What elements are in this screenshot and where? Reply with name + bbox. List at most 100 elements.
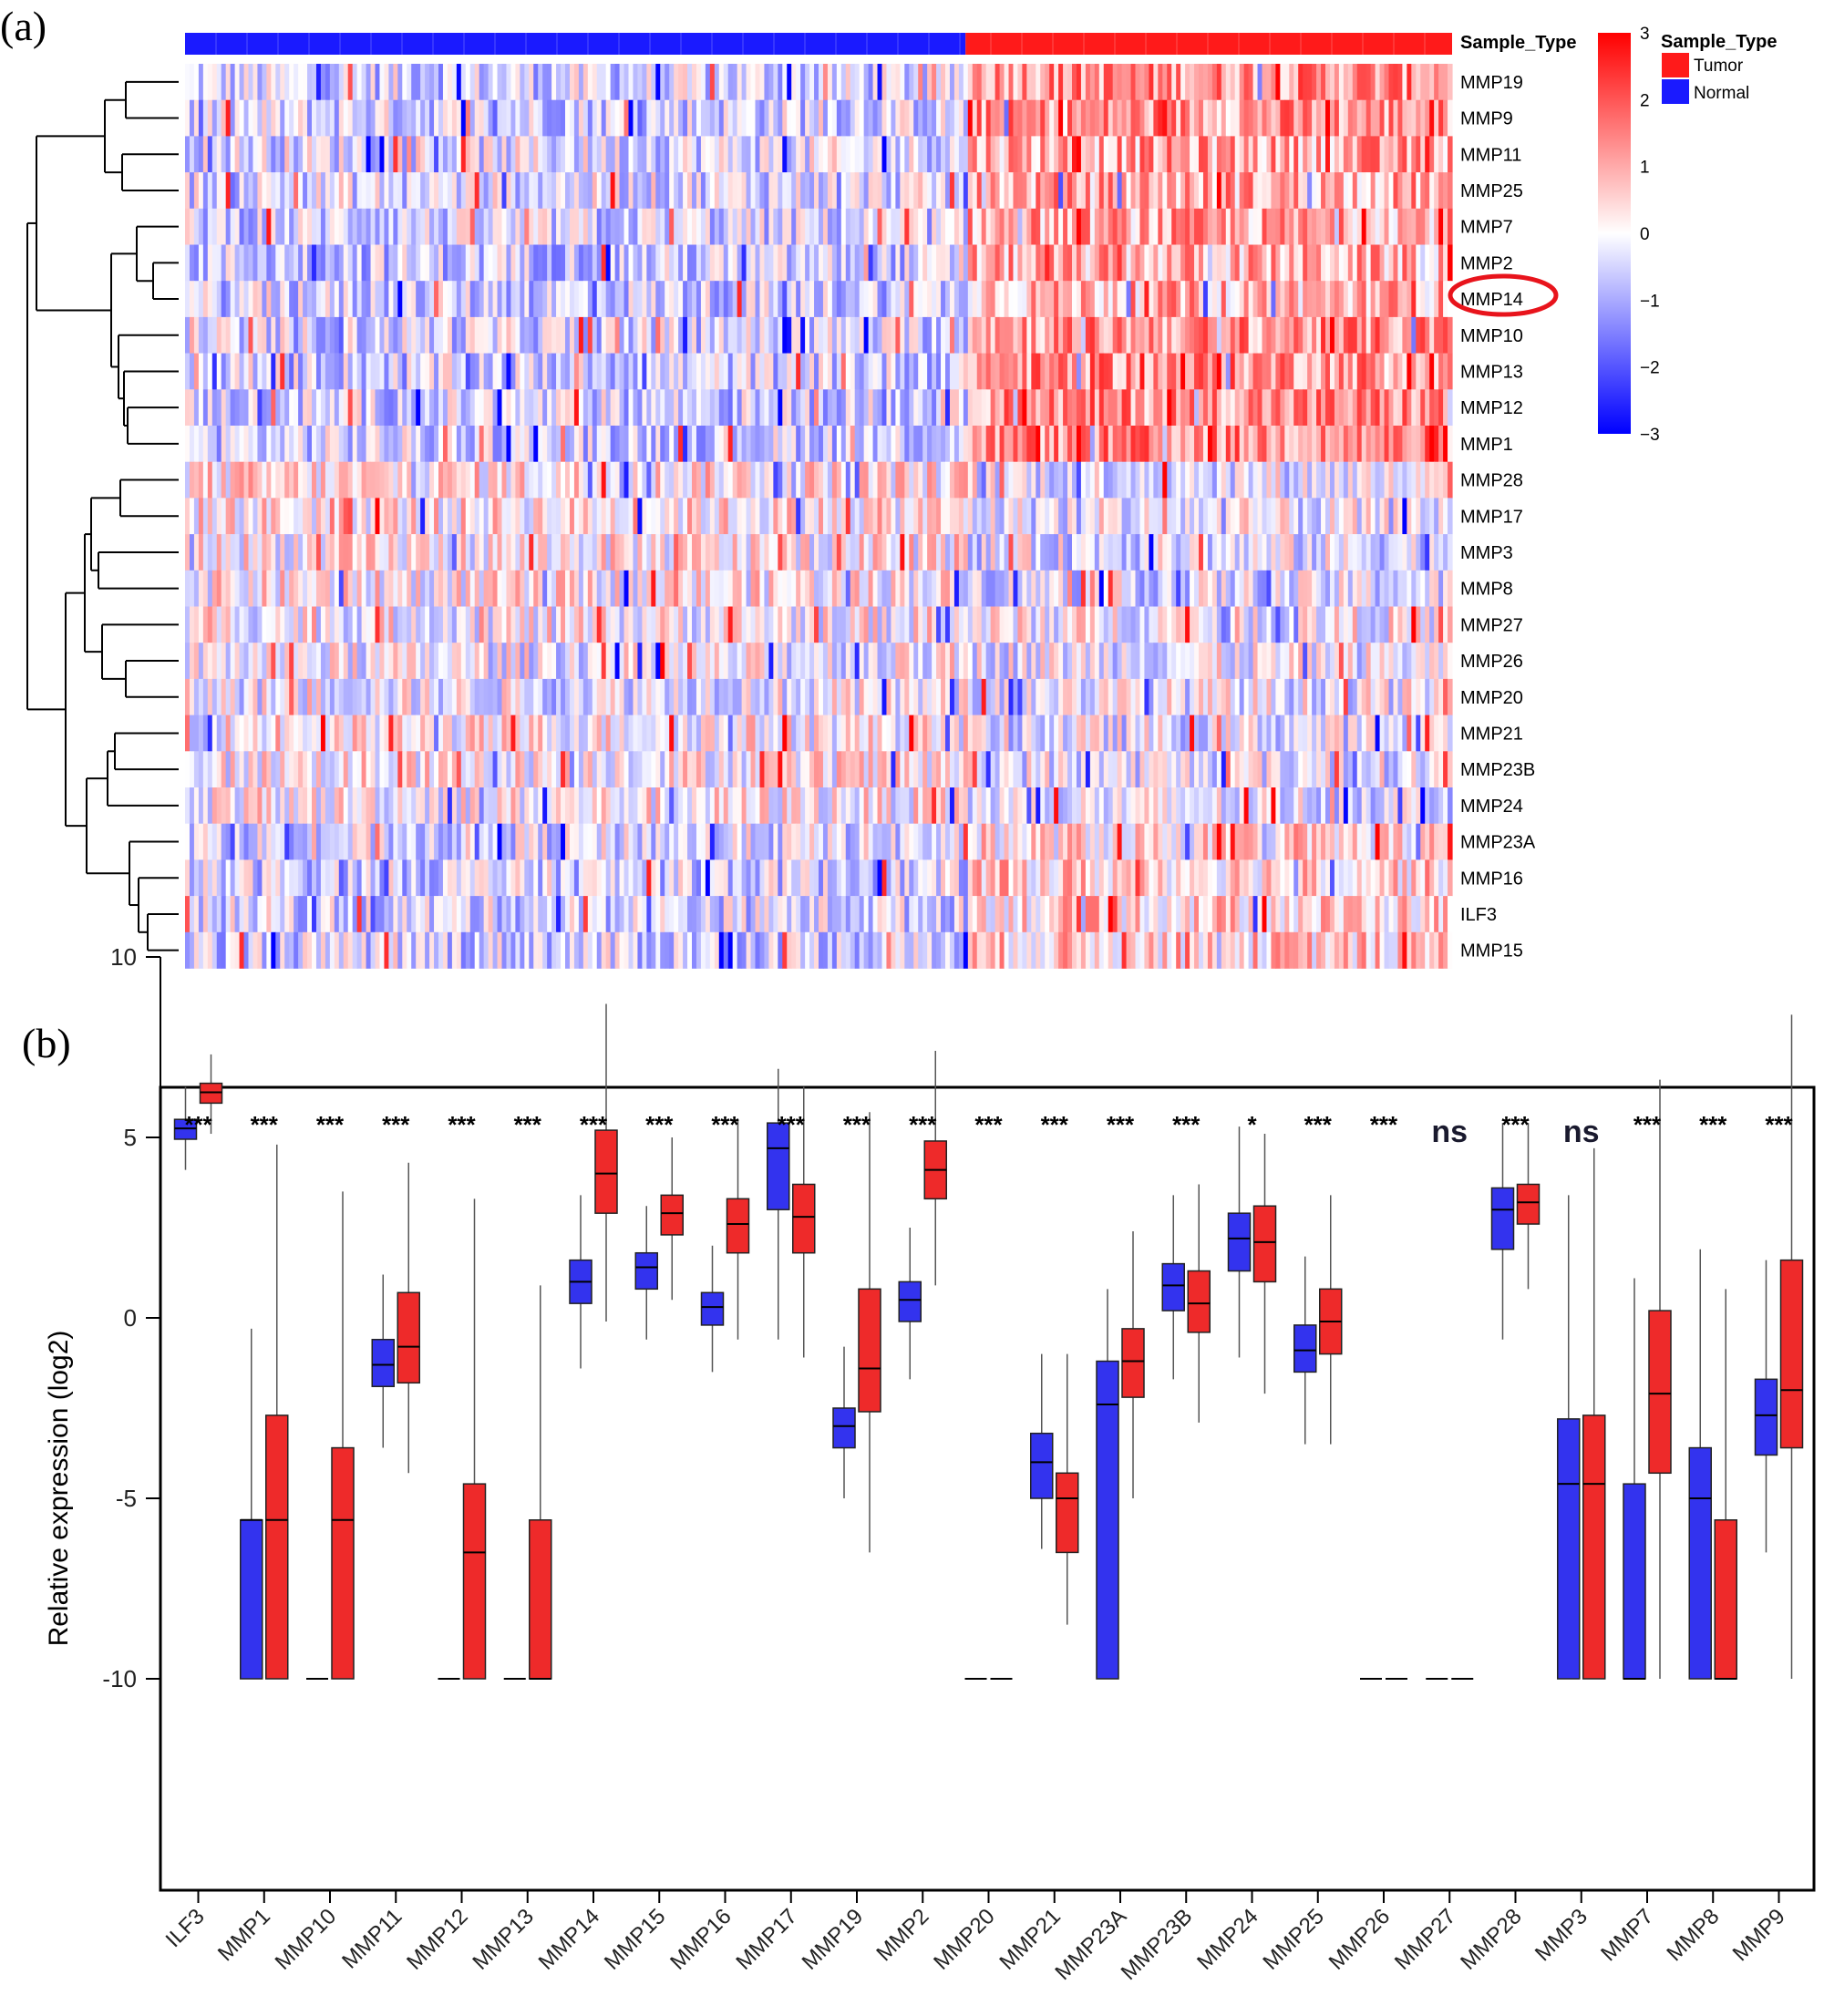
heatmap-cell xyxy=(1262,353,1268,390)
heatmap-cell xyxy=(1130,353,1137,390)
heatmap-cell xyxy=(266,389,272,427)
heatmap-cell xyxy=(665,498,670,535)
heatmap-cell xyxy=(1158,461,1163,499)
heatmap-cell xyxy=(1343,244,1349,282)
heatmap-cell xyxy=(746,498,752,535)
heatmap-cell xyxy=(985,498,992,535)
heatmap-cell xyxy=(1013,208,1019,245)
heatmap-cell xyxy=(582,136,589,173)
heatmap-cell xyxy=(1094,99,1100,137)
heatmap-cell xyxy=(438,643,444,680)
heatmap-cell xyxy=(1429,534,1435,571)
heatmap-cell xyxy=(1098,643,1105,680)
heatmap-cell xyxy=(366,99,372,137)
heatmap-cell xyxy=(1008,606,1015,643)
heatmap-cell xyxy=(202,606,209,643)
heatmap-cell xyxy=(1361,534,1367,571)
heatmap-cell xyxy=(1202,534,1209,571)
heatmap-cell xyxy=(447,136,453,173)
heatmap-cell xyxy=(953,244,960,282)
heatmap-cell xyxy=(1443,244,1448,282)
heatmap-cell xyxy=(845,570,851,607)
heatmap-cell xyxy=(1103,244,1109,282)
heatmap-cell xyxy=(1031,426,1036,462)
heatmap-cell xyxy=(542,136,548,173)
heatmap-cell xyxy=(1103,172,1109,210)
heatmap-cell xyxy=(683,136,688,173)
heatmap-cell xyxy=(207,208,213,245)
heatmap-cell xyxy=(592,678,598,715)
heatmap-cell xyxy=(225,426,232,462)
heatmap-cell xyxy=(1089,136,1096,173)
heatmap-cell xyxy=(660,244,665,282)
heatmap-cell xyxy=(189,534,195,571)
heatmap-cell xyxy=(922,172,928,210)
heatmap-cell xyxy=(819,389,824,427)
heatmap-cell xyxy=(334,570,340,607)
heatmap-cell xyxy=(393,570,398,607)
heatmap-cell xyxy=(185,281,191,318)
heatmap-cell xyxy=(488,498,494,535)
heatmap-cell xyxy=(1375,606,1381,643)
heatmap-cell xyxy=(958,208,964,245)
heatmap-cell xyxy=(1013,643,1019,680)
heatmap-cell xyxy=(796,172,801,210)
heatmap-cell xyxy=(1167,353,1172,390)
heatmap-cell xyxy=(768,426,774,462)
heatmap-cell xyxy=(1031,64,1036,100)
heatmap-cell xyxy=(1275,136,1281,173)
heatmap-cell xyxy=(284,136,290,173)
heatmap-cell xyxy=(1089,244,1096,282)
heatmap-cell xyxy=(320,99,326,137)
heatmap-cell xyxy=(202,172,209,210)
heatmap-cell xyxy=(922,461,928,499)
heatmap-cell xyxy=(1361,136,1367,173)
heatmap-cell xyxy=(325,316,331,354)
heatmap-cell xyxy=(1316,64,1322,100)
heatmap-cell xyxy=(850,244,856,282)
heatmap-cell xyxy=(1321,281,1326,318)
heatmap-cell xyxy=(805,570,810,607)
heatmap-cell xyxy=(1375,172,1381,210)
heatmap-cell xyxy=(646,136,652,173)
heatmap-cell xyxy=(1098,172,1105,210)
heatmap-cell xyxy=(1004,64,1010,100)
heatmap-cell xyxy=(881,461,888,499)
heatmap-cell xyxy=(1429,64,1435,100)
heatmap-cell xyxy=(859,498,865,535)
heatmap-cell xyxy=(338,389,345,427)
heatmap-cell xyxy=(352,498,358,535)
heatmap-cell xyxy=(312,353,317,390)
heatmap-cell xyxy=(573,64,580,100)
heatmap-cell xyxy=(633,99,639,137)
heatmap-cell xyxy=(1375,64,1381,100)
heatmap-cell xyxy=(1022,570,1027,607)
heatmap-cell xyxy=(1420,244,1426,282)
heatmap-cell xyxy=(298,172,304,210)
heatmap-cell xyxy=(202,208,209,245)
heatmap-cell xyxy=(705,498,711,535)
heatmap-cell xyxy=(1108,136,1114,173)
heatmap-cell xyxy=(379,281,386,318)
heatmap-cell xyxy=(718,461,725,499)
heatmap-cell xyxy=(1162,316,1168,354)
heatmap-cell xyxy=(976,570,983,607)
heatmap-cell xyxy=(561,316,566,354)
heatmap-cell xyxy=(266,99,272,137)
heatmap-cell xyxy=(922,136,928,173)
heatmap-cell xyxy=(474,498,480,535)
heatmap-cell xyxy=(569,64,575,100)
heatmap-cell xyxy=(868,606,874,643)
heatmap-cell xyxy=(877,534,883,571)
heatmap-cell xyxy=(714,678,720,715)
heatmap-cell xyxy=(1338,281,1345,318)
heatmap-cell xyxy=(1171,389,1177,427)
heatmap-cell xyxy=(230,316,236,354)
heatmap-cell xyxy=(438,281,444,318)
heatmap-cell xyxy=(1379,172,1386,210)
heatmap-cell xyxy=(900,136,905,173)
heatmap-cell xyxy=(840,570,847,607)
heatmap-cell xyxy=(329,498,335,535)
heatmap-cell xyxy=(909,64,914,100)
heatmap-cell xyxy=(1026,461,1032,499)
